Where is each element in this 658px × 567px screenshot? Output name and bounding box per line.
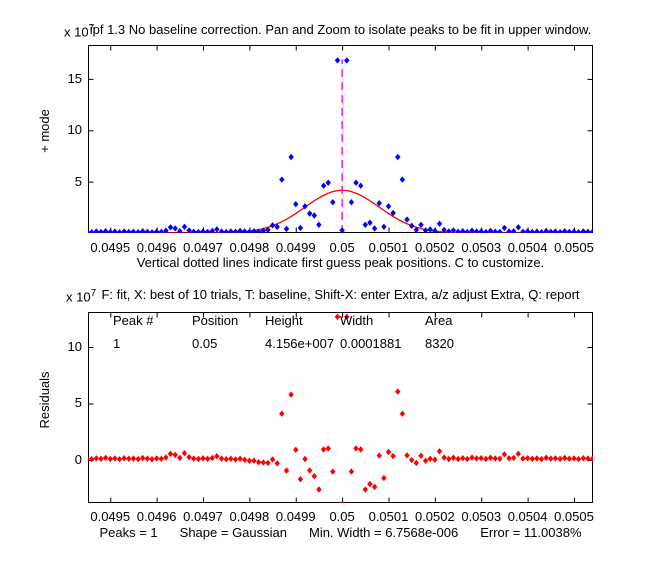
status-error: Error = 11.0038% bbox=[480, 525, 582, 540]
lower-y-axis-multiplier: x 107 bbox=[66, 288, 97, 305]
upper-x-tick-label: 0.0505 bbox=[554, 240, 594, 255]
lower-x-tick-label: 0.0495 bbox=[90, 509, 131, 524]
status-min-width: Min. Width = 6.7568e-006 bbox=[308, 525, 459, 540]
lower-x-tick-label: 0.0499 bbox=[275, 509, 316, 524]
upper-plot-title: ipf 1.3 No baseline correction. Pan and … bbox=[89, 22, 592, 37]
upper-x-tick-label: 0.0495 bbox=[90, 240, 131, 255]
upper-x-tick-label: 0.0496 bbox=[136, 240, 177, 255]
table-header-cell: Area bbox=[425, 313, 453, 328]
status-peaks: Peaks = 1 bbox=[99, 525, 158, 540]
lower-x-tick-label: 0.0503 bbox=[461, 509, 502, 524]
table-cell: 4.156e+007 bbox=[265, 336, 335, 351]
lower-y-tick-label: 10 bbox=[67, 339, 82, 354]
table-header-cell: Width bbox=[340, 313, 374, 328]
lower-x-tick-label: 0.0505 bbox=[554, 509, 594, 524]
lower-y-tick-label: 0 bbox=[74, 451, 82, 467]
status-shape: Shape = Gaussian bbox=[179, 525, 287, 540]
table-header-cell: Height bbox=[265, 313, 303, 328]
table-cell: 0.05 bbox=[192, 336, 218, 351]
lower-plot-title: F: fit, X: best of 10 trials, T: baselin… bbox=[101, 287, 580, 302]
upper-y-tick-label: 10 bbox=[67, 122, 82, 138]
upper-x-tick-label: 0.05 bbox=[329, 240, 355, 255]
upper-x-tick-label: 0.0497 bbox=[183, 240, 223, 255]
upper-x-tick-label: 0.0504 bbox=[507, 240, 548, 255]
lower-x-tick-label: 0.0496 bbox=[136, 509, 177, 524]
upper-y-tick-label: 15 bbox=[67, 70, 82, 86]
lower-x-tick-label: 0.0502 bbox=[414, 509, 455, 524]
table-header-cell: Peak # bbox=[113, 313, 154, 328]
table-cell: 0.0001881 bbox=[340, 336, 402, 351]
upper-y-tick-label: 5 bbox=[74, 173, 82, 189]
table-cell: 8320 bbox=[425, 336, 454, 351]
upper-x-tick-label: 0.0498 bbox=[229, 240, 270, 255]
lower-x-tick-label: 0.0501 bbox=[368, 509, 409, 524]
upper-y-axis-multiplier: x 107 bbox=[64, 23, 95, 40]
upper-x-tick-label: 0.0503 bbox=[461, 240, 502, 255]
upper-x-axis-label: Vertical dotted lines indicate first gue… bbox=[136, 255, 545, 270]
table-header-cell: Position bbox=[192, 313, 239, 328]
upper-x-tick-label: 0.0499 bbox=[275, 240, 316, 255]
lower-x-tick-label: 0.0498 bbox=[229, 509, 270, 524]
fit-status-line: Peaks = 1 Shape = Gaussian Min. Width = … bbox=[88, 525, 593, 540]
lower-x-tick-label: 0.0504 bbox=[507, 509, 548, 524]
lower-x-tick-label: 0.05 bbox=[329, 509, 355, 524]
upper-x-tick-label: 0.0502 bbox=[414, 240, 455, 255]
lower-y-tick-label: 5 bbox=[74, 395, 82, 411]
lower-x-tick-label: 0.0497 bbox=[183, 509, 223, 524]
upper-x-tick-label: 0.0501 bbox=[368, 240, 409, 255]
table-cell: 1 bbox=[113, 336, 121, 351]
